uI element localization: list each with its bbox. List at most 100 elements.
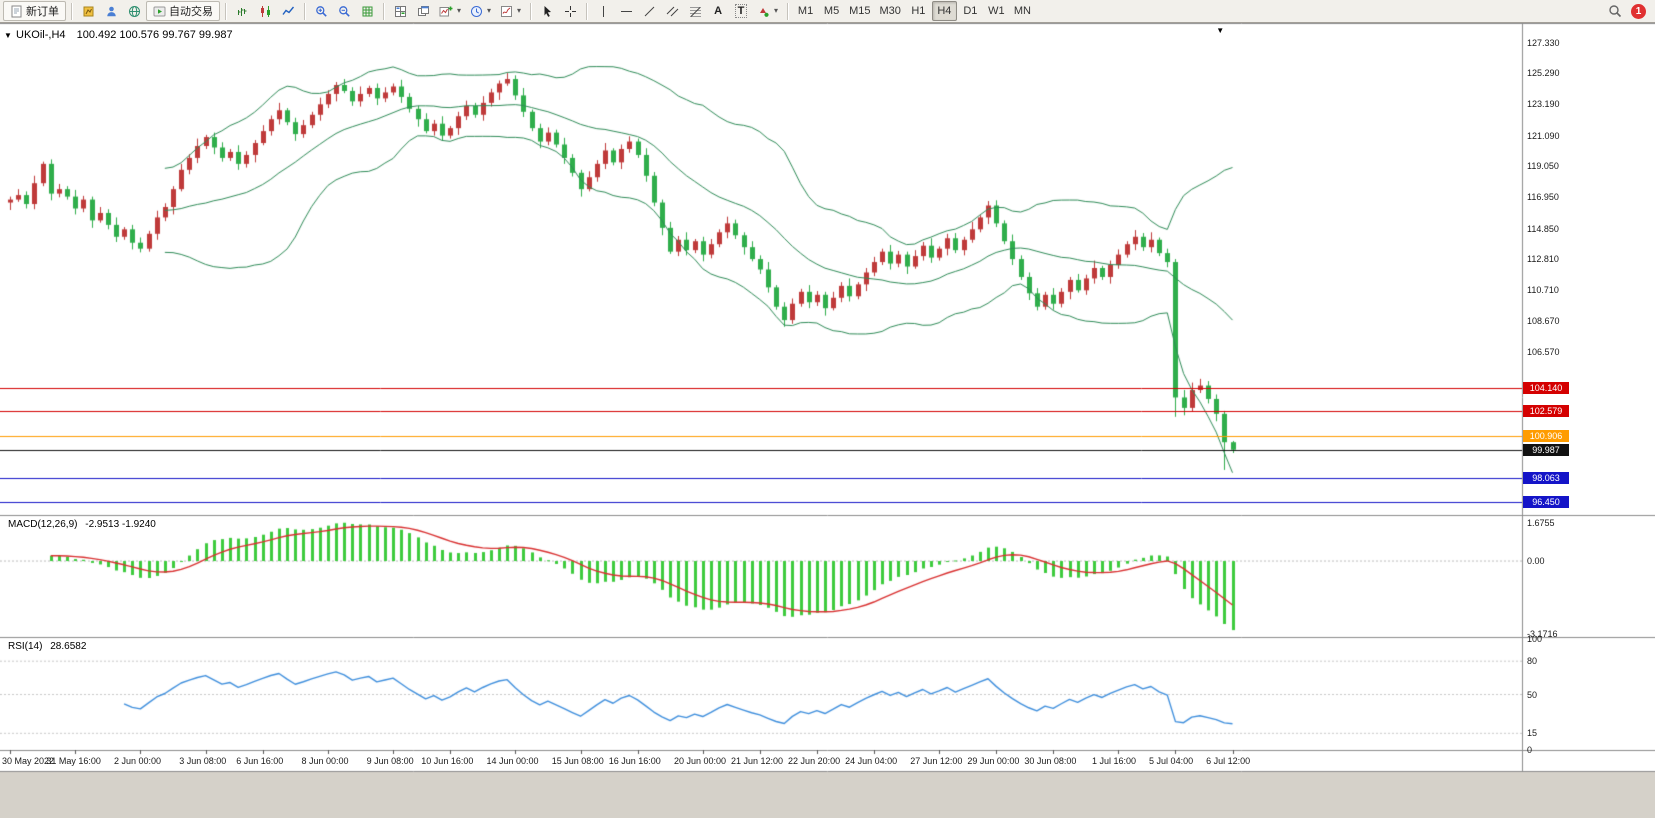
- cascade-windows-icon: [417, 5, 430, 18]
- metaeditor-icon: [82, 5, 95, 18]
- new-chart-button[interactable]: ▾: [435, 1, 465, 21]
- tile-windows-button[interactable]: [389, 1, 411, 21]
- label-tool[interactable]: T: [730, 1, 752, 21]
- line-chart-button[interactable]: [277, 1, 299, 21]
- time-axis-label: 16 Jun 16:00: [608, 756, 661, 766]
- rsi-value: 28.6582: [50, 641, 87, 652]
- price-axis-label: 121.090: [1527, 131, 1560, 141]
- channel-tool[interactable]: [661, 1, 683, 21]
- price-tag[interactable]: 100.906: [1523, 430, 1569, 442]
- timeframe-h4[interactable]: H4: [931, 1, 957, 21]
- candlestick-chart-button[interactable]: [254, 1, 276, 21]
- label-tool-label: T: [734, 4, 748, 18]
- time-axis-label: 29 Jun 00:00: [967, 756, 1020, 766]
- bar-chart-icon: [236, 5, 249, 18]
- rsi-axis-label: 80: [1527, 656, 1538, 666]
- grid-icon: [361, 5, 374, 18]
- toolbar-separator: [225, 2, 226, 20]
- chart-window: ▼ ▼ UKOil-,H4 100.492 100.576 99.767 99.…: [0, 23, 1655, 818]
- market-button[interactable]: [123, 1, 145, 21]
- horizontal-line-tool[interactable]: [615, 1, 637, 21]
- zoom-in-button[interactable]: [310, 1, 332, 21]
- zoom-out-button[interactable]: [333, 1, 355, 21]
- text-tool[interactable]: A: [707, 1, 729, 21]
- globe-icon: [128, 5, 141, 18]
- cascade-windows-button[interactable]: [412, 1, 434, 21]
- fibonacci-tool[interactable]: [684, 1, 706, 21]
- timeframe-d1[interactable]: D1: [963, 5, 978, 17]
- price-axis-label: 119.050: [1527, 161, 1559, 171]
- arrows-icon: [757, 5, 770, 18]
- grid-button[interactable]: [356, 1, 378, 21]
- macd-header: MACD(12,26,9) -2.9513 -1.9240: [8, 519, 156, 530]
- time-axis-label: 30 Jun 08:00: [1024, 756, 1077, 766]
- price-tag[interactable]: 98.063: [1523, 472, 1569, 484]
- time-axis-label: 1 Jul 16:00: [1092, 756, 1137, 766]
- toolbar-separator: [304, 2, 305, 20]
- dropdown-arrow-icon[interactable]: ▾: [517, 6, 522, 15]
- ohlc-values: 100.492 100.576 99.767 99.987: [76, 29, 233, 41]
- vertical-line-tool[interactable]: [592, 1, 614, 21]
- rsi-axis-label: 50: [1527, 690, 1538, 700]
- timeframe-m30[interactable]: M30: [879, 5, 901, 17]
- timeframe-mn[interactable]: MN: [1013, 5, 1031, 17]
- one-click-panel-arrow[interactable]: ▼: [4, 31, 12, 40]
- trendline-tool[interactable]: [638, 1, 660, 21]
- time-axis-label: 22 Jun 20:00: [788, 756, 841, 766]
- time-axis-label: 9 Jun 08:00: [366, 756, 414, 766]
- macd-axis-label: -3.1716: [1527, 629, 1558, 639]
- crosshair-button[interactable]: [559, 1, 581, 21]
- search-icon: [1608, 4, 1622, 18]
- time-axis-label: 8 Jun 00:00: [301, 756, 349, 766]
- time-axis-label: 3 Jun 08:00: [179, 756, 227, 766]
- time-axis-label: 31 May 16:00: [46, 756, 101, 766]
- chart-canvas[interactable]: [0, 23, 1655, 818]
- timeframe-m5[interactable]: M5: [823, 5, 840, 17]
- rsi-axis-label: 15: [1527, 728, 1538, 738]
- price-tag[interactable]: 104.140: [1523, 382, 1569, 394]
- price-tag[interactable]: 102.579: [1523, 405, 1569, 417]
- period-button[interactable]: ▾: [466, 1, 495, 21]
- time-axis-label: 15 Jun 08:00: [551, 756, 604, 766]
- time-axis-label: 27 Jun 12:00: [910, 756, 963, 766]
- toolbar-separator: [586, 2, 588, 20]
- timeframe-h1[interactable]: H1: [911, 5, 926, 17]
- notification-badge[interactable]: 1: [1631, 3, 1646, 19]
- rsi-axis-label: 100: [1527, 634, 1543, 644]
- chart-shift-marker[interactable]: ▼: [1216, 26, 1225, 35]
- timeframe-m15[interactable]: M15: [849, 5, 871, 17]
- search-button[interactable]: [1604, 1, 1626, 21]
- community-button[interactable]: [100, 1, 122, 21]
- macd-title: MACD(12,26,9): [8, 519, 78, 530]
- dropdown-arrow-icon[interactable]: ▾: [487, 6, 492, 15]
- arrows-tool[interactable]: ▾: [753, 1, 782, 21]
- bar-chart-button[interactable]: [231, 1, 253, 21]
- toolbar-separator: [71, 2, 72, 20]
- candlestick-icon: [259, 5, 272, 18]
- time-axis-label: 5 Jul 04:00: [1149, 756, 1194, 766]
- metaeditor-button[interactable]: [77, 1, 99, 21]
- price-axis-label: 127.330: [1527, 38, 1560, 48]
- zoom-in-icon: [315, 5, 328, 18]
- new-order-button[interactable]: 新订单: [3, 1, 66, 21]
- toolbar-separator: [787, 2, 789, 20]
- timeframe-m1[interactable]: M1: [797, 5, 814, 17]
- price-axis-label: 112.810: [1527, 254, 1559, 264]
- dropdown-arrow-icon[interactable]: ▾: [457, 6, 462, 15]
- price-tag[interactable]: 96.450: [1523, 496, 1569, 508]
- time-axis-label: 2 Jun 00:00: [114, 756, 162, 766]
- toolbar-separator: [383, 2, 384, 20]
- timeframe-w1[interactable]: W1: [988, 5, 1005, 17]
- new-chart-icon: [439, 5, 453, 18]
- price-tag[interactable]: 99.987: [1523, 444, 1569, 456]
- indicators-button[interactable]: ▾: [496, 1, 525, 21]
- timeframe-group: M1 M5 M15 M30 H1 H4 D1 W1 MN: [793, 1, 1035, 21]
- trendline-icon: [643, 5, 656, 18]
- auto-trading-button[interactable]: 自动交易: [146, 1, 220, 21]
- time-axis-label: 20 Jun 00:00: [673, 756, 726, 766]
- price-axis-label: 125.290: [1527, 68, 1560, 78]
- time-axis-label: 14 Jun 00:00: [486, 756, 539, 766]
- rsi-title: RSI(14): [8, 641, 43, 652]
- dropdown-arrow-icon[interactable]: ▾: [774, 6, 779, 15]
- cursor-button[interactable]: [536, 1, 558, 21]
